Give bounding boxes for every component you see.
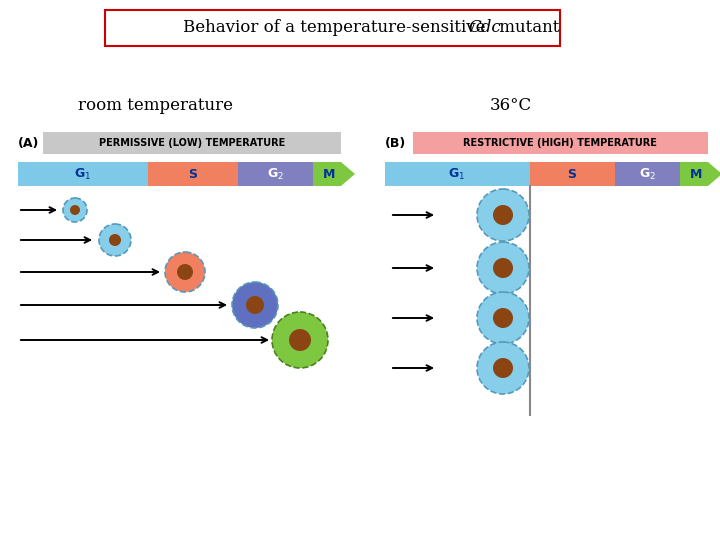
Text: Cdc: Cdc [468,19,500,37]
Text: (A): (A) [18,137,40,150]
Bar [385,162,530,186]
Text: (B): (B) [385,137,406,150]
FancyBboxPatch shape [105,10,560,46]
Polygon shape [313,162,355,186]
Circle shape [289,329,311,351]
Bar [615,162,680,186]
Text: G$_2$: G$_2$ [639,166,655,181]
Text: PERMISSIVE (LOW) TEMPERATURE: PERMISSIVE (LOW) TEMPERATURE [99,138,285,148]
Text: RESTRICTIVE (HIGH) TEMPERATURE: RESTRICTIVE (HIGH) TEMPERATURE [463,138,657,148]
Text: S: S [567,167,577,180]
Circle shape [477,342,529,394]
Circle shape [477,242,529,294]
Bar [148,162,238,186]
Bar [18,162,148,186]
Bar [238,162,313,186]
Circle shape [477,189,529,241]
Circle shape [109,234,121,246]
Circle shape [477,292,529,344]
Text: S: S [189,167,197,180]
Text: mutant: mutant [494,19,559,37]
Circle shape [177,264,193,280]
Text: 36°C: 36°C [490,97,532,113]
Text: G$_2$: G$_2$ [266,166,284,181]
Circle shape [63,198,87,222]
Text: M: M [690,167,702,180]
Circle shape [493,258,513,278]
Circle shape [493,308,513,328]
Text: G$_1$: G$_1$ [74,166,91,181]
Circle shape [246,296,264,314]
Circle shape [70,205,80,215]
Bar [413,132,708,154]
Text: room temperature: room temperature [78,97,233,113]
Text: G$_1$: G$_1$ [449,166,466,181]
Circle shape [493,205,513,225]
Polygon shape [680,162,720,186]
Circle shape [165,252,205,292]
Circle shape [99,224,131,256]
Circle shape [493,358,513,378]
Circle shape [272,312,328,368]
Text: M: M [323,167,336,180]
Bar [530,162,615,186]
Bar [43,132,341,154]
Text: Behavior of a temperature-sensitive: Behavior of a temperature-sensitive [183,19,491,37]
Circle shape [232,282,278,328]
